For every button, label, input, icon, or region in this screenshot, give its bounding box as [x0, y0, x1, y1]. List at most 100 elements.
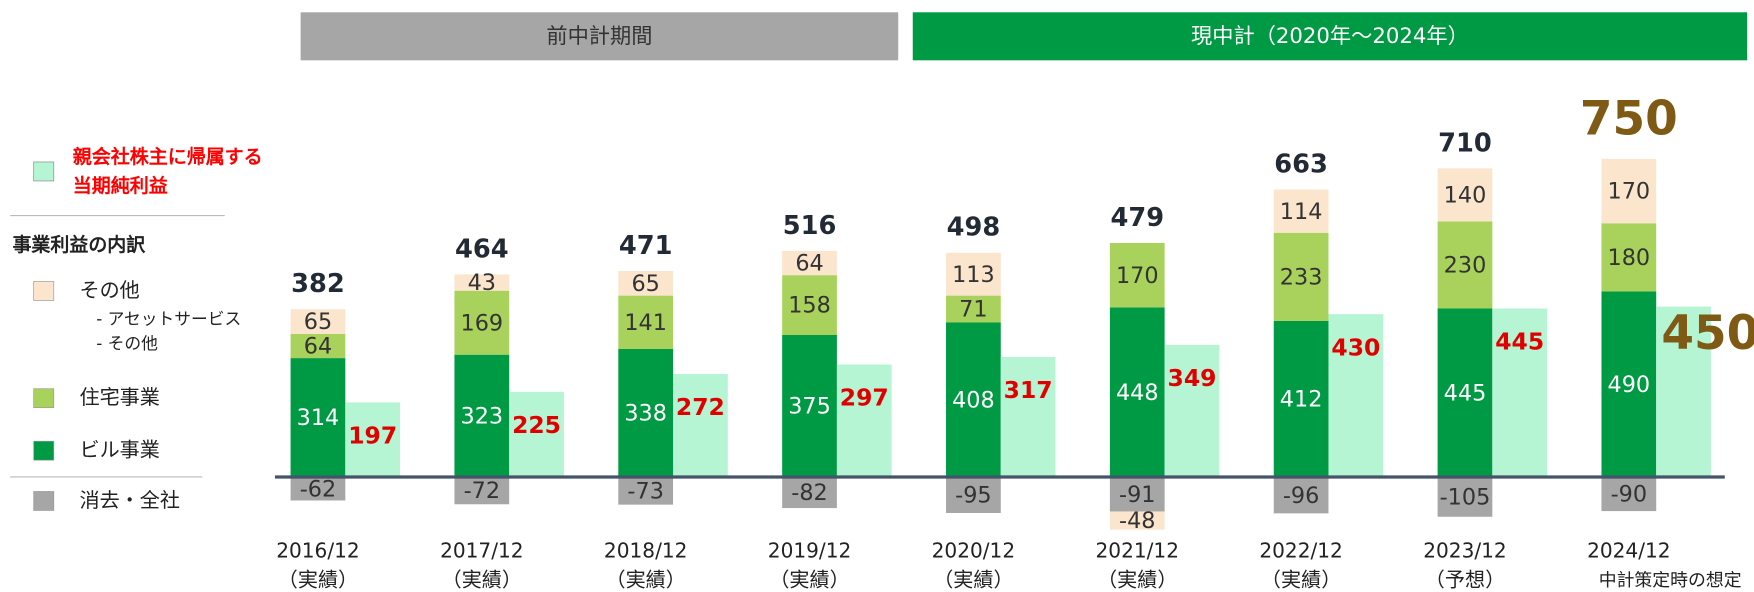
x-tick-note: （実績）: [1097, 567, 1177, 591]
bar-segment: [454, 354, 510, 478]
x-tick-label: 2024/12: [1587, 538, 1670, 562]
net-label: 430: [1331, 333, 1380, 361]
bar-segment: [1109, 242, 1165, 308]
bar-segment: [1601, 158, 1657, 224]
segment-label: 408: [952, 387, 995, 413]
segment-label: 64: [795, 251, 823, 277]
total-label: 471: [619, 231, 673, 261]
segment-label: 314: [297, 405, 340, 431]
net-label: 272: [676, 393, 725, 421]
bar-segment: [1109, 307, 1165, 478]
x-tick-note: （予想）: [1425, 567, 1505, 591]
segment-label: 169: [460, 310, 503, 336]
bar-segment: [618, 349, 674, 478]
bar-segment: [1437, 168, 1493, 222]
x-tick-note: （実績）: [442, 567, 522, 591]
segment-label: 230: [1444, 253, 1487, 279]
total-label: 663: [1274, 150, 1328, 180]
bar-segment: [454, 274, 510, 291]
net-bar: [1000, 356, 1056, 478]
legend-swatch: [33, 491, 55, 511]
segment-label: 158: [788, 293, 831, 319]
x-tick-note: 中計策定時の想定: [1599, 570, 1742, 591]
x-tick-label: 2018/12: [604, 538, 687, 562]
segment-label: 64: [304, 334, 332, 360]
bar-segment: [1601, 477, 1657, 512]
bar-segment: [1437, 477, 1493, 517]
segment-label: 43: [468, 270, 496, 296]
legend-label: 親会社株主に帰属する当期純利益: [72, 146, 263, 198]
x-tick-label: 2022/12: [1259, 538, 1342, 562]
bar-segment: [782, 477, 837, 509]
net-label: 197: [348, 422, 397, 450]
legend-note: - アセットサービス: [96, 308, 241, 328]
x-tick-note: （実績）: [769, 567, 849, 591]
bar-segment: [618, 295, 674, 350]
segment-label: 65: [304, 309, 332, 335]
net-bar: [1164, 344, 1220, 478]
legend-label: ビル事業: [79, 438, 159, 462]
segment-label: 113: [952, 262, 995, 288]
bar-segment: [618, 270, 674, 296]
segment-label: 180: [1608, 245, 1651, 271]
segment-label: -91: [1119, 482, 1155, 508]
net-bar: [836, 364, 892, 478]
total-label: 464: [455, 234, 509, 264]
segment-label: 65: [631, 271, 659, 297]
bar-segment: [1109, 477, 1165, 512]
segment-label: -96: [1283, 483, 1319, 509]
segment-label: 233: [1280, 264, 1323, 290]
bar-segment: [1601, 223, 1657, 292]
x-tick-label: 2019/12: [768, 538, 851, 562]
bar-segment: [946, 295, 1001, 323]
legend-label: その他: [79, 278, 139, 302]
bar-segment: [290, 333, 346, 359]
total-label: 479: [1110, 203, 1164, 233]
header-text: 前中計期間: [546, 24, 652, 49]
net-bar: [509, 391, 564, 478]
net-bar: [1492, 308, 1548, 478]
net-label: 225: [512, 411, 561, 439]
bar-segment: [1601, 291, 1657, 478]
x-tick-label: 2023/12: [1423, 538, 1506, 562]
bar-segment: [946, 252, 1001, 296]
total-label: 498: [947, 213, 1001, 243]
segment-label: 375: [788, 394, 831, 420]
segment-label: -73: [627, 478, 663, 504]
total-label: 516: [783, 211, 837, 241]
bar-segment: [782, 334, 837, 478]
x-tick-label: 2021/12: [1096, 538, 1179, 562]
bar-segment: [290, 358, 346, 478]
legend-label: 住宅事業: [79, 385, 159, 409]
legend-label-box: 親会社株主に帰属する当期純利益: [72, 146, 263, 198]
segment-label: 170: [1608, 179, 1651, 205]
net-label: 445: [1495, 328, 1544, 356]
bar-segment: [782, 250, 837, 276]
legend-label: 消去・全社: [79, 488, 179, 512]
legend-swatch: [33, 388, 55, 409]
total-label: 750: [1580, 92, 1678, 147]
net-bar: [1656, 306, 1711, 478]
segment-label: -62: [300, 476, 336, 502]
segment-label: 412: [1280, 387, 1323, 413]
segment-label: 140: [1444, 182, 1487, 208]
net-bar: [1328, 314, 1384, 478]
bar-segment: [1437, 221, 1493, 309]
x-tick-note: （実績）: [278, 567, 358, 591]
x-tick-label: 2020/12: [932, 538, 1015, 562]
bar-segment: [946, 477, 1001, 513]
net-label: 450: [1661, 306, 1754, 361]
bar-segment: [1109, 511, 1165, 530]
net-label: 317: [1004, 376, 1053, 404]
bar-segment: [1437, 308, 1493, 478]
segment-label: -90: [1611, 482, 1647, 508]
net-label: 297: [840, 384, 889, 412]
legend-swatch: [33, 440, 55, 461]
segment-label: 445: [1444, 380, 1487, 406]
bar-segment: [290, 477, 346, 501]
bar-segment: [454, 477, 510, 505]
total-label: 710: [1438, 128, 1492, 158]
bar-segment: [290, 309, 346, 334]
net-label: 349: [1168, 364, 1217, 392]
